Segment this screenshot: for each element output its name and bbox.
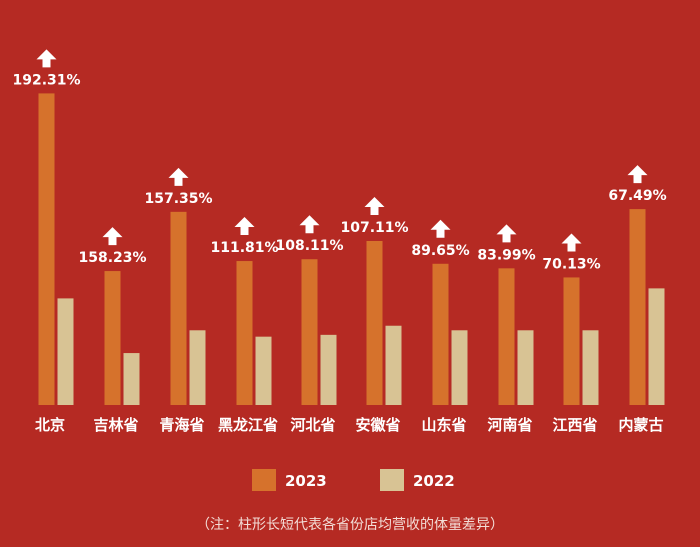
chart-footnote: （注：柱形长短代表各省份店均营收的体量差异） [196,517,504,533]
labels-layer: 北京 192.31% 吉林省 158.23% 青海省 157.35% 黑龙江省 111.81%… [12,49,667,434]
bar-2022-8 [582,330,599,405]
up-arrow-icon-9 [627,165,648,184]
legend-swatch-2023 [252,469,276,491]
growth-label-7: 83.99% [477,247,535,263]
category-label-4: 河北省 [290,416,335,434]
up-arrow-icon-1 [102,227,123,246]
category-label-9: 内蒙古 [618,416,663,434]
growth-label-4: 108.11% [275,238,343,254]
growth-label-0: 192.31% [12,72,80,88]
bar-2023-3 [236,261,253,405]
growth-label-3: 111.81% [210,240,278,256]
bar-2023-8 [563,277,580,405]
bar-2022-2 [189,330,206,405]
bar-2023-7 [498,268,515,405]
legend-label-2023: 2023 [285,472,327,490]
category-label-1: 吉林省 [93,416,138,434]
category-label-2: 青海省 [159,416,204,434]
growth-label-8: 70.13% [542,256,600,272]
bars-layer [38,93,665,406]
bar-2022-9 [648,288,665,405]
up-arrow-icon-2 [168,167,189,186]
growth-label-6: 89.65% [411,243,469,259]
bar-2022-3 [255,336,272,405]
up-arrow-icon-5 [364,197,385,215]
growth-label-9: 67.49% [608,188,666,204]
up-arrow-icon-6 [430,219,451,238]
growth-label-1: 158.23% [78,250,146,266]
bar-2023-0 [38,93,55,406]
legend: 2023 2022 [252,469,455,491]
bar-2023-6 [432,263,449,405]
bar-2022-0 [57,298,74,405]
bar-2023-2 [170,211,187,405]
category-label-0: 北京 [35,416,65,434]
bar-2022-4 [320,334,337,405]
up-arrow-icon-7 [496,224,517,243]
bar-2023-1 [104,271,121,405]
legend-swatch-2022 [380,469,404,491]
category-label-7: 河南省 [487,416,532,434]
bar-2023-5 [366,241,383,405]
up-arrow-icon-4 [299,215,320,234]
up-arrow-icon-3 [234,217,255,236]
growth-label-2: 157.35% [144,191,212,207]
category-label-3: 黑龙江省 [218,416,278,434]
bar-2023-4 [301,259,318,405]
category-label-8: 江西省 [552,416,597,434]
bar-2023-9 [629,209,646,405]
bar-2022-6 [451,330,468,405]
growth-label-5: 107.11% [340,220,408,236]
up-arrow-icon-0 [36,49,57,68]
up-arrow-icon-8 [561,233,582,252]
category-label-6: 山东省 [421,416,466,434]
bar-2022-7 [517,330,534,405]
bar-2022-1 [123,353,140,405]
legend-label-2022: 2022 [413,472,455,490]
category-label-5: 安徽省 [355,416,400,434]
bar-2022-5 [385,325,402,405]
